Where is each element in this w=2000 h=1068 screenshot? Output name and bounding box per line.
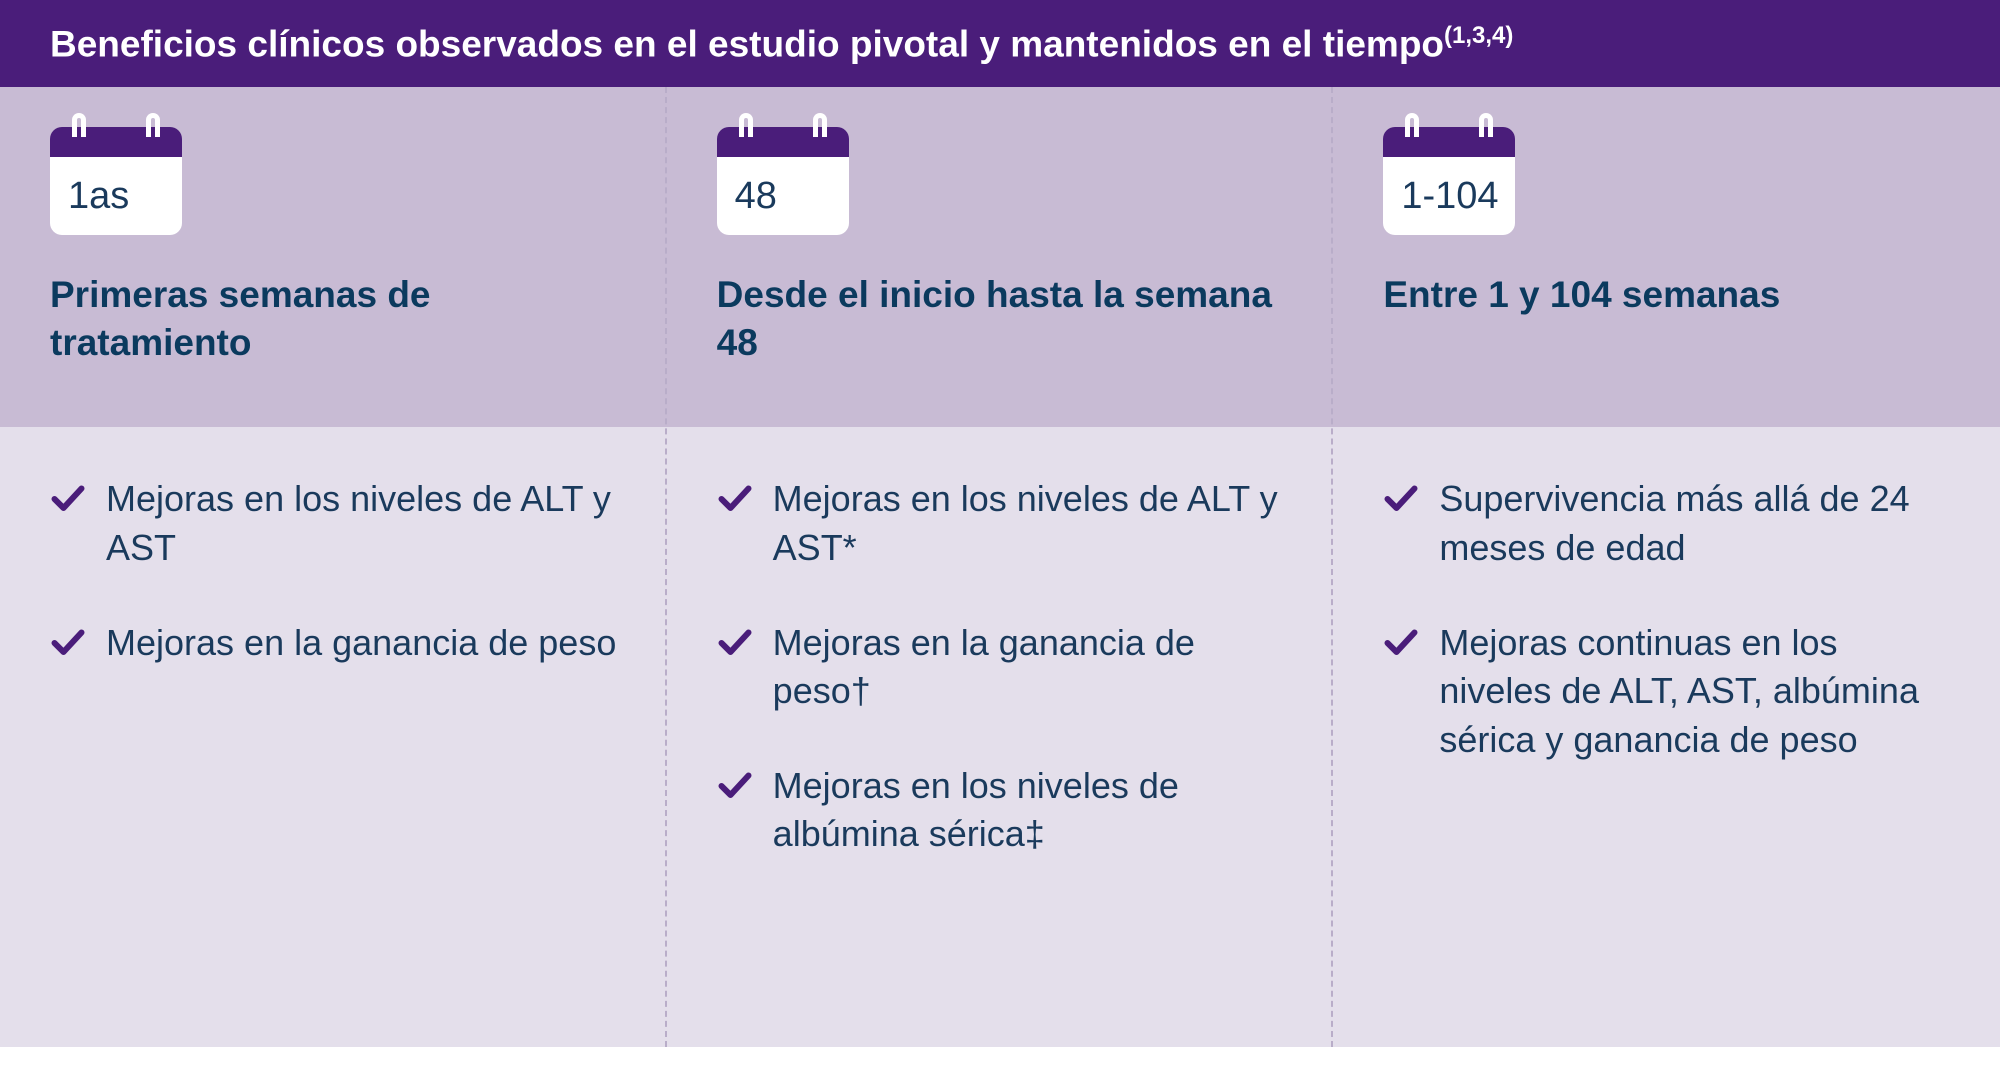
column-1: 1as Primeras semanas de tratamiento Mejo… (0, 87, 667, 1047)
calendar-icon: 48 (717, 127, 849, 235)
checkmark-icon (717, 768, 753, 804)
column-3-top: 1-104 Entre 1 y 104 semanas (1333, 87, 2000, 427)
benefit-text: Mejoras en la ganancia de peso (106, 619, 616, 668)
column-2-benefits: Mejoras en los niveles de ALT y AST* Mej… (667, 427, 1334, 1047)
column-3-benefits: Supervivencia más allá de 24 meses de ed… (1333, 427, 2000, 1047)
calendar-icon: 1-104 (1383, 127, 1515, 235)
column-2: 48 Desde el inicio hasta la semana 48 Me… (667, 87, 1334, 1047)
calendar-label: 1as (50, 157, 182, 235)
header-banner: Beneficios clínicos observados en el est… (0, 0, 2000, 87)
checkmark-icon (717, 481, 753, 517)
benefit-item: Mejoras continuas en los niveles de ALT,… (1383, 619, 1950, 765)
benefit-item: Mejoras en los niveles de albúmina séric… (717, 762, 1284, 859)
benefit-item: Mejoras en los niveles de ALT y AST* (717, 475, 1284, 572)
calendar-label: 1-104 (1383, 157, 1515, 235)
benefit-text: Mejoras en los niveles de albúmina séric… (773, 762, 1284, 859)
checkmark-icon (1383, 625, 1419, 661)
column-2-top: 48 Desde el inicio hasta la semana 48 (667, 87, 1334, 427)
benefit-item: Supervivencia más allá de 24 meses de ed… (1383, 475, 1950, 572)
checkmark-icon (50, 481, 86, 517)
benefit-text: Supervivencia más allá de 24 meses de ed… (1439, 475, 1950, 572)
benefit-text: Mejoras continuas en los niveles de ALT,… (1439, 619, 1950, 765)
column-3: 1-104 Entre 1 y 104 semanas Supervivenci… (1333, 87, 2000, 1047)
column-2-title: Desde el inicio hasta la semana 48 (717, 271, 1284, 367)
benefit-text: Mejoras en la ganancia de peso† (773, 619, 1284, 716)
column-3-title: Entre 1 y 104 semanas (1383, 271, 1950, 319)
column-1-top: 1as Primeras semanas de tratamiento (0, 87, 667, 427)
column-1-title: Primeras semanas de tratamiento (50, 271, 617, 367)
checkmark-icon (1383, 481, 1419, 517)
benefit-item: Mejoras en los niveles de ALT y AST (50, 475, 617, 572)
header-title: Beneficios clínicos observados en el est… (50, 23, 1444, 64)
benefit-text: Mejoras en los niveles de ALT y AST* (773, 475, 1284, 572)
header-superscript: (1,3,4) (1444, 22, 1513, 49)
calendar-icon: 1as (50, 127, 182, 235)
checkmark-icon (717, 625, 753, 661)
benefit-item: Mejoras en la ganancia de peso (50, 619, 617, 668)
benefit-text: Mejoras en los niveles de ALT y AST (106, 475, 617, 572)
calendar-label: 48 (717, 157, 849, 235)
column-1-benefits: Mejoras en los niveles de ALT y AST Mejo… (0, 427, 667, 1047)
benefit-item: Mejoras en la ganancia de peso† (717, 619, 1284, 716)
columns-container: 1as Primeras semanas de tratamiento Mejo… (0, 87, 2000, 1047)
checkmark-icon (50, 625, 86, 661)
